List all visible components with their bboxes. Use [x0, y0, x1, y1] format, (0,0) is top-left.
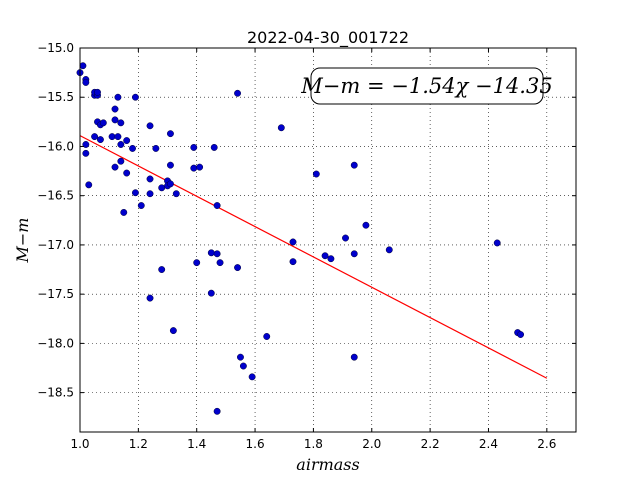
data-point	[146, 122, 154, 130]
data-point	[210, 143, 218, 151]
data-point	[146, 294, 154, 302]
data-point	[82, 141, 90, 148]
data-point	[312, 170, 320, 178]
data-point	[108, 133, 116, 141]
data-point	[96, 136, 104, 144]
data-point	[79, 62, 87, 70]
data-point	[350, 353, 358, 361]
data-point	[350, 250, 358, 258]
data-point	[213, 407, 221, 415]
data-point	[213, 202, 221, 209]
data-point	[517, 331, 525, 338]
data-point	[99, 119, 107, 127]
data-point	[131, 93, 139, 101]
data-point	[94, 88, 101, 96]
data-point	[123, 169, 131, 177]
data-point	[123, 137, 131, 145]
data-point	[213, 250, 221, 258]
data-point	[196, 163, 204, 171]
fit-line	[79, 135, 548, 379]
annotation-box: M−m = −1.54χ −14.35	[300, 67, 553, 105]
x-tick-label: 1.2	[129, 437, 148, 451]
x-tick-label: 1.8	[304, 437, 323, 451]
data-point	[234, 264, 242, 272]
data-point	[289, 238, 297, 246]
x-tick-label: 2.4	[479, 437, 498, 451]
data-point	[131, 189, 139, 197]
axis-ticks: 1.0 1.2 1.4 1.6 1.8 2.0 2.2 2.4 2.6 −15.0 −15.5 −16…	[37, 41, 576, 451]
y-tick-label: −17.5	[37, 287, 74, 301]
data-point	[91, 133, 99, 141]
data-point	[152, 144, 160, 152]
fit-line-layer	[79, 135, 548, 379]
y-tick-label: −16.0	[37, 139, 74, 153]
data-point	[190, 164, 198, 172]
data-point	[120, 208, 128, 216]
data-point	[385, 246, 393, 254]
data-point	[234, 89, 242, 97]
data-point	[114, 93, 122, 101]
plot-frame	[79, 47, 577, 433]
data-point	[193, 259, 201, 267]
data-point	[146, 190, 154, 198]
data-point	[82, 149, 90, 157]
data-point	[263, 333, 271, 340]
data-point	[342, 234, 349, 242]
data-point	[111, 163, 119, 171]
chart-title: 2022-04-30_001722	[247, 28, 409, 48]
data-point	[327, 255, 335, 263]
data-point	[146, 175, 154, 183]
y-tick-label: −15.0	[37, 41, 74, 55]
data-point	[289, 258, 297, 266]
data-point	[277, 124, 285, 132]
data-point	[362, 221, 370, 229]
data-point	[111, 116, 119, 124]
x-tick-label: 2.2	[421, 437, 440, 451]
data-points	[76, 62, 525, 415]
y-tick-label: −17.0	[37, 238, 74, 252]
data-point	[237, 353, 244, 361]
data-point	[172, 190, 180, 198]
x-tick-label: 2.6	[537, 437, 556, 451]
data-point	[117, 141, 125, 148]
y-tick-label: −18.5	[37, 386, 74, 400]
data-point	[248, 373, 256, 381]
data-point	[166, 180, 174, 188]
x-tick-label: 2.0	[362, 437, 381, 451]
y-tick-label: −16.5	[37, 189, 74, 203]
x-tick-label: 1.4	[187, 437, 206, 451]
data-point	[117, 119, 125, 127]
data-point	[158, 266, 166, 273]
data-point	[129, 144, 136, 152]
data-point	[82, 79, 90, 86]
data-point	[190, 143, 198, 151]
data-point	[207, 249, 215, 257]
data-point	[117, 157, 125, 165]
data-point	[158, 184, 166, 192]
data-point	[111, 105, 119, 113]
data-point	[85, 181, 93, 189]
y-tick-label: −18.0	[37, 336, 74, 350]
data-point	[114, 133, 122, 141]
data-point	[166, 130, 174, 138]
x-tick-label: 1.0	[70, 437, 89, 451]
y-axis-label: M−m	[13, 218, 32, 264]
x-tick-label: 1.6	[246, 437, 265, 451]
data-point	[169, 327, 177, 335]
y-tick-label: −15.5	[37, 90, 74, 104]
fit-equation: M−m = −1.54χ −14.35	[300, 74, 552, 98]
data-point	[216, 259, 224, 267]
data-point	[321, 252, 329, 260]
data-point	[166, 161, 174, 169]
x-axis-label: airmass	[296, 455, 359, 474]
grid	[79, 47, 576, 432]
data-point	[137, 202, 145, 209]
data-point	[493, 239, 501, 247]
data-point	[207, 289, 215, 297]
data-point	[239, 362, 247, 370]
data-point	[350, 161, 358, 169]
